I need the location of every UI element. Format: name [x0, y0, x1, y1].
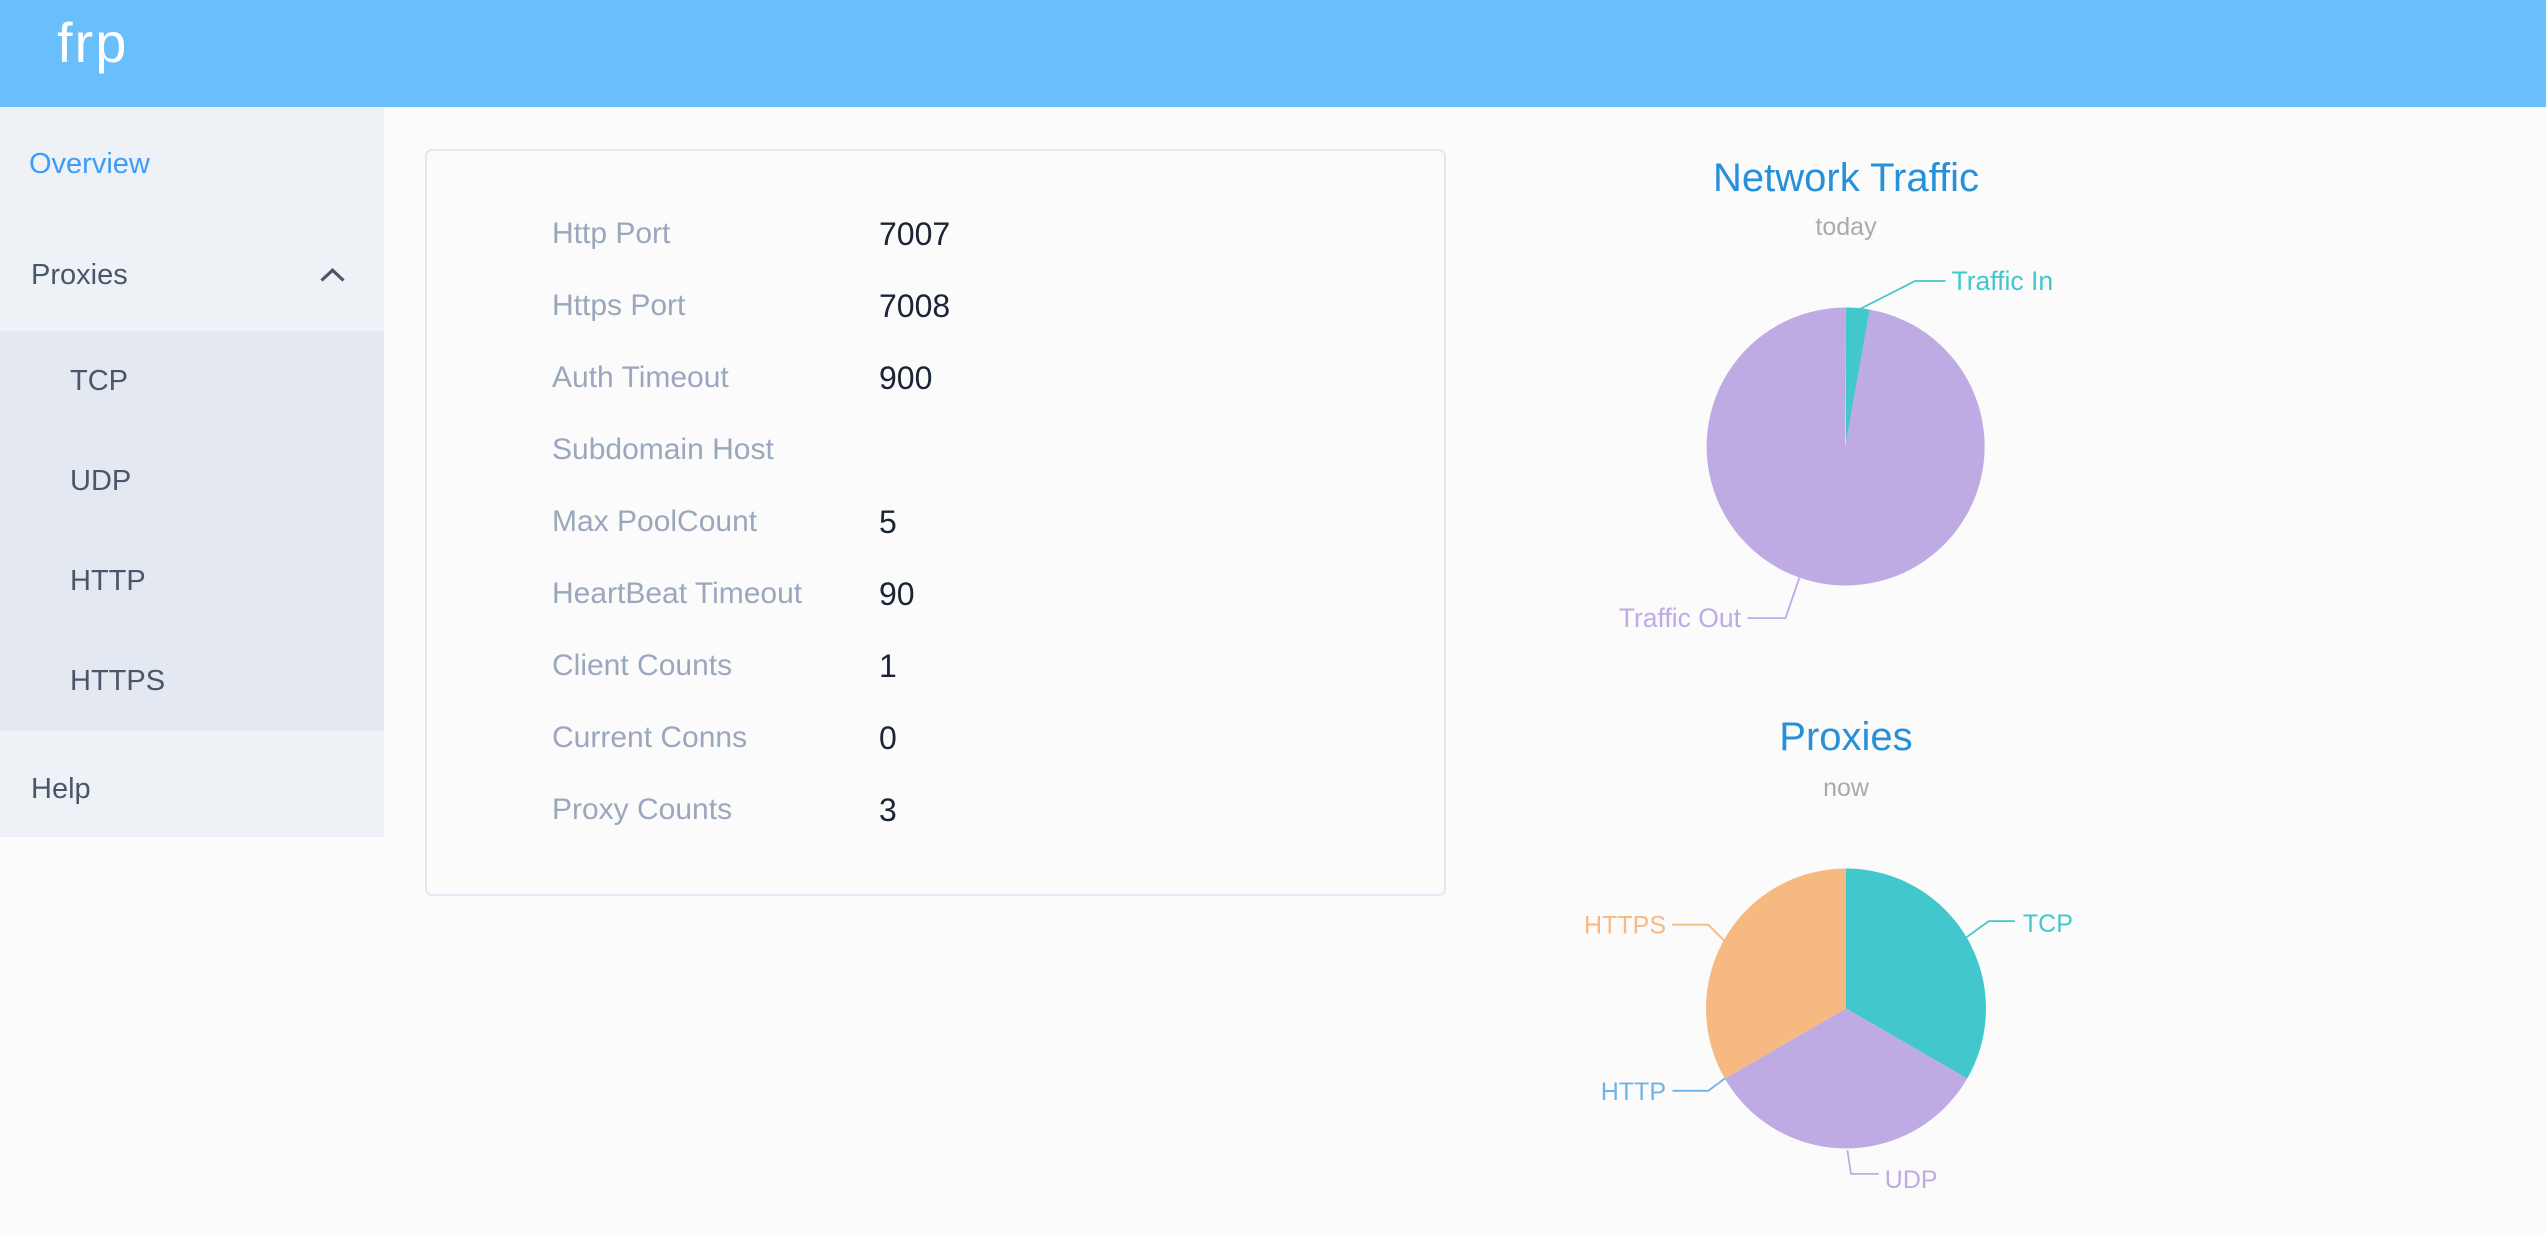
svg-text:TCP: TCP	[2023, 910, 2073, 938]
svg-text:today: today	[1815, 213, 1877, 241]
svg-text:now: now	[1823, 774, 1870, 802]
svg-text:Network Traffic: Network Traffic	[1713, 156, 1979, 200]
svg-text:Proxies: Proxies	[1779, 715, 1912, 759]
svg-text:Traffic In: Traffic In	[1952, 266, 2054, 296]
svg-text:HTTP: HTTP	[1601, 1078, 1666, 1106]
svg-text:UDP: UDP	[1885, 1166, 1938, 1194]
svg-text:Traffic Out: Traffic Out	[1619, 603, 1742, 633]
svg-text:HTTPS: HTTPS	[1584, 912, 1666, 940]
